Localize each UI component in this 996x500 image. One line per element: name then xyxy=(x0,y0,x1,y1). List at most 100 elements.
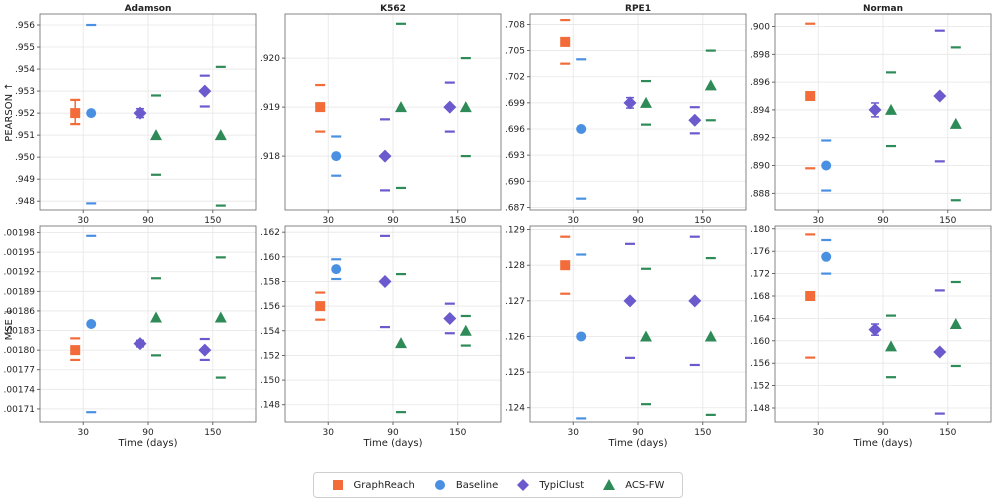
panel-frame xyxy=(284,225,502,423)
data-point-acs-fw xyxy=(459,101,472,113)
y-tick-label: .160 xyxy=(750,337,770,347)
x-tick-label: 90 xyxy=(877,216,889,226)
y-tick-label: .00189 xyxy=(4,287,36,297)
data-point-acs-fw xyxy=(459,324,472,336)
x-axis-label: Time (days) xyxy=(117,438,177,449)
y-tick-label: .127 xyxy=(505,297,525,307)
x-tick-label: 30 xyxy=(812,428,824,438)
panel-title: Adamson xyxy=(125,4,172,14)
data-point-acs-fw xyxy=(885,340,897,352)
panel-frame xyxy=(39,13,257,211)
x-tick-label: 90 xyxy=(632,216,644,226)
data-point-baseline xyxy=(331,264,342,275)
y-tick-label: .699 xyxy=(505,99,525,109)
data-point-typiclust xyxy=(688,294,702,308)
y-tick-label: .693 xyxy=(505,151,525,161)
y-tick-label: .956 xyxy=(15,21,35,31)
x-tick-label: 30 xyxy=(322,216,334,226)
data-point-baseline xyxy=(821,251,832,262)
y-tick-label: .00192 xyxy=(4,268,36,278)
data-point-graphreach xyxy=(315,102,326,113)
y-tick-label: .172 xyxy=(750,270,770,280)
x-tick-label: 150 xyxy=(449,428,466,438)
y-tick-label: .890 xyxy=(750,162,770,172)
y-tick-label: .705 xyxy=(505,47,525,57)
legend-label: GraphReach xyxy=(353,479,415,491)
y-tick-label: .156 xyxy=(260,302,280,312)
data-point-acs-fw xyxy=(885,103,897,115)
legend: GraphReach Baseline TypiClust ACS-FW xyxy=(313,472,683,498)
data-point-acs-fw xyxy=(640,96,652,108)
y-tick-label: .951 xyxy=(15,131,35,141)
panel-frame xyxy=(774,13,992,211)
panel-frame xyxy=(39,225,257,423)
data-point-acs-fw xyxy=(150,311,162,323)
y-tick-label: .894 xyxy=(750,106,770,116)
data-point-acs-fw xyxy=(214,129,227,141)
x-tick-label: 30 xyxy=(567,428,579,438)
y-tick-label: .00198 xyxy=(4,229,36,239)
data-point-typiclust xyxy=(378,149,392,163)
y-tick-label: .00174 xyxy=(4,385,36,395)
data-point-typiclust xyxy=(443,311,457,325)
y-tick-label: .00180 xyxy=(4,346,36,356)
x-tick-label: 30 xyxy=(77,216,89,226)
panel-frame xyxy=(529,13,747,211)
y-tick-label: .919 xyxy=(260,103,280,113)
data-point-typiclust xyxy=(623,96,637,110)
data-point-acs-fw xyxy=(150,129,162,141)
y-tick-label: .148 xyxy=(260,401,280,411)
y-tick-label: .00195 xyxy=(4,248,36,258)
legend-item-typiclust: TypiClust xyxy=(517,479,584,491)
y-tick-label: .152 xyxy=(260,351,280,361)
data-point-typiclust xyxy=(623,294,637,308)
data-point-baseline xyxy=(86,108,97,119)
x-axis-label: Time (days) xyxy=(362,438,422,449)
y-tick-label: .128 xyxy=(505,261,525,271)
data-point-baseline xyxy=(821,160,832,171)
y-tick-label: .125 xyxy=(505,368,525,378)
legend-item-acs-fw: ACS-FW xyxy=(603,479,664,491)
x-tick-label: 90 xyxy=(387,428,399,438)
data-point-baseline xyxy=(576,331,587,342)
figure: .948 .949 .950 .951 .952 .953 .954 .955 .956 30 90… xyxy=(4,4,992,449)
y-tick-label: .160 xyxy=(260,253,280,263)
y-tick-label: .176 xyxy=(750,247,770,257)
y-tick-label: .949 xyxy=(15,175,35,185)
legend-label: Baseline xyxy=(455,479,499,491)
y-axis-label: MSE ↓ xyxy=(4,308,15,341)
x-tick-label: 30 xyxy=(77,428,89,438)
data-point-acs-fw xyxy=(395,337,407,349)
y-tick-label: .164 xyxy=(750,314,770,324)
x-tick-label: 90 xyxy=(142,216,154,226)
legend-label: ACS-FW xyxy=(625,479,665,491)
data-point-acs-fw xyxy=(704,330,717,342)
x-axis-label: Time (days) xyxy=(607,438,667,449)
x-tick-label: 30 xyxy=(812,216,824,226)
data-point-typiclust xyxy=(133,337,147,351)
data-point-graphreach xyxy=(315,301,326,312)
legend-item-baseline: Baseline xyxy=(434,479,498,491)
y-tick-label: .150 xyxy=(260,376,280,386)
panel-adamson: .948 .949 .950 .951 .952 .953 .954 .955 .956 30 90… xyxy=(15,4,257,226)
data-point-typiclust xyxy=(378,274,392,288)
data-point-graphreach xyxy=(805,91,816,102)
x-tick-label: 150 xyxy=(204,428,221,438)
panel-k562: .918 .919 .920 30 90 150 K562 xyxy=(260,4,502,226)
data-point-acs-fw xyxy=(949,117,962,129)
x-tick-label: 150 xyxy=(449,216,466,226)
y-tick-label: .696 xyxy=(505,125,525,135)
data-point-graphreach xyxy=(560,36,571,47)
data-point-typiclust xyxy=(868,323,882,337)
x-tick-label: 150 xyxy=(694,216,711,226)
y-tick-label: .955 xyxy=(15,43,35,53)
circle-marker-icon xyxy=(434,480,445,490)
y-tick-label: .00171 xyxy=(4,405,36,415)
data-point-acs-fw xyxy=(704,79,717,91)
y-tick-label: .180 xyxy=(750,225,770,235)
y-tick-label: .702 xyxy=(505,73,525,83)
data-point-graphreach xyxy=(560,260,571,271)
x-tick-label: 90 xyxy=(877,428,889,438)
y-tick-label: .687 xyxy=(505,203,525,213)
x-tick-label: 150 xyxy=(204,216,221,226)
